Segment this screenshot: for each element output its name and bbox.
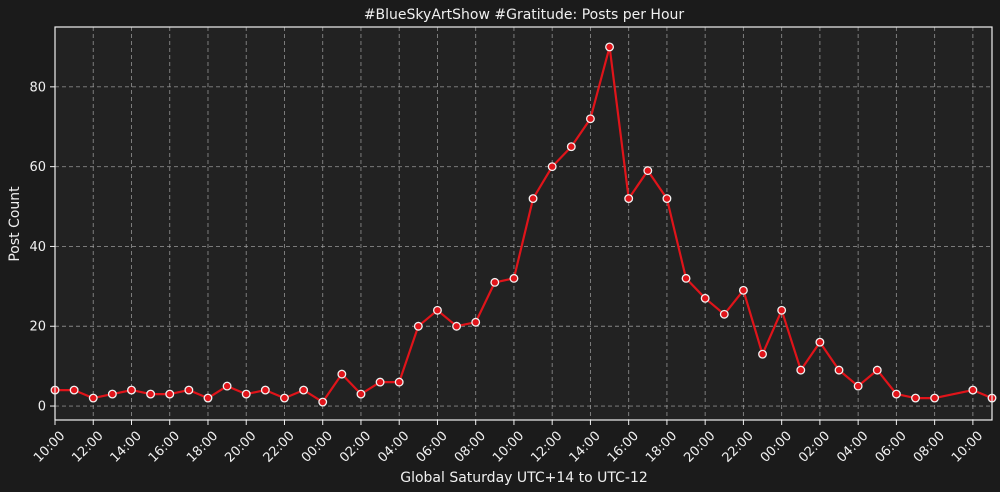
data-point	[184, 385, 194, 395]
y-tick-label: 0	[38, 400, 46, 415]
data-point	[509, 273, 519, 283]
data-point	[260, 385, 270, 395]
data-point	[796, 365, 806, 375]
chart-title: #BlueSkyArtShow #Gratitude: Posts per Ho…	[364, 7, 685, 23]
series-layer	[50, 42, 997, 407]
data-point	[375, 377, 385, 387]
y-tick-label: 60	[29, 160, 46, 175]
data-point	[280, 393, 289, 403]
data-point	[452, 321, 462, 331]
data-point	[815, 337, 825, 347]
data-point	[681, 273, 691, 283]
x-axis-title: Global Saturday UTC+14 to UTC-12	[400, 470, 648, 486]
data-point	[585, 114, 595, 124]
data-point	[165, 389, 175, 399]
y-tick-label: 40	[29, 240, 46, 255]
data-point	[738, 285, 748, 295]
data-point	[241, 389, 251, 399]
data-point	[566, 142, 576, 152]
data-point	[318, 397, 328, 407]
data-point	[643, 166, 653, 176]
data-point	[758, 349, 767, 359]
data-point	[394, 377, 404, 387]
plot-area	[55, 27, 992, 420]
data-point	[968, 385, 978, 395]
data-point	[337, 369, 347, 379]
y-tick-label: 80	[29, 80, 46, 95]
data-point	[356, 389, 366, 399]
data-point	[911, 393, 920, 403]
data-point	[222, 381, 232, 391]
plot-frame	[54, 26, 993, 421]
data-point	[624, 194, 634, 204]
data-point	[930, 393, 940, 403]
data-point	[872, 365, 882, 375]
data-point	[146, 389, 156, 399]
data-point	[547, 162, 557, 172]
data-point	[662, 194, 672, 204]
data-point	[107, 389, 117, 399]
data-point	[299, 385, 309, 395]
data-point	[528, 194, 538, 204]
data-point	[69, 385, 79, 395]
data-point	[777, 305, 787, 315]
data-point	[203, 393, 213, 403]
y-tick-label: 20	[29, 320, 46, 335]
data-point	[413, 321, 423, 331]
data-point	[127, 385, 136, 395]
data-point	[719, 309, 729, 319]
data-point	[432, 305, 442, 315]
data-point	[490, 277, 500, 287]
data-point	[471, 317, 481, 327]
data-point	[853, 381, 863, 391]
data-point	[891, 389, 901, 399]
data-point	[700, 293, 710, 303]
y-axis-ticks: 0 20 40 60 80	[29, 80, 55, 415]
data-point	[605, 42, 615, 52]
data-point	[834, 365, 844, 375]
grid-lines	[54, 27, 992, 420]
y-axis-title: Post Count	[7, 186, 23, 262]
data-point	[88, 393, 98, 403]
